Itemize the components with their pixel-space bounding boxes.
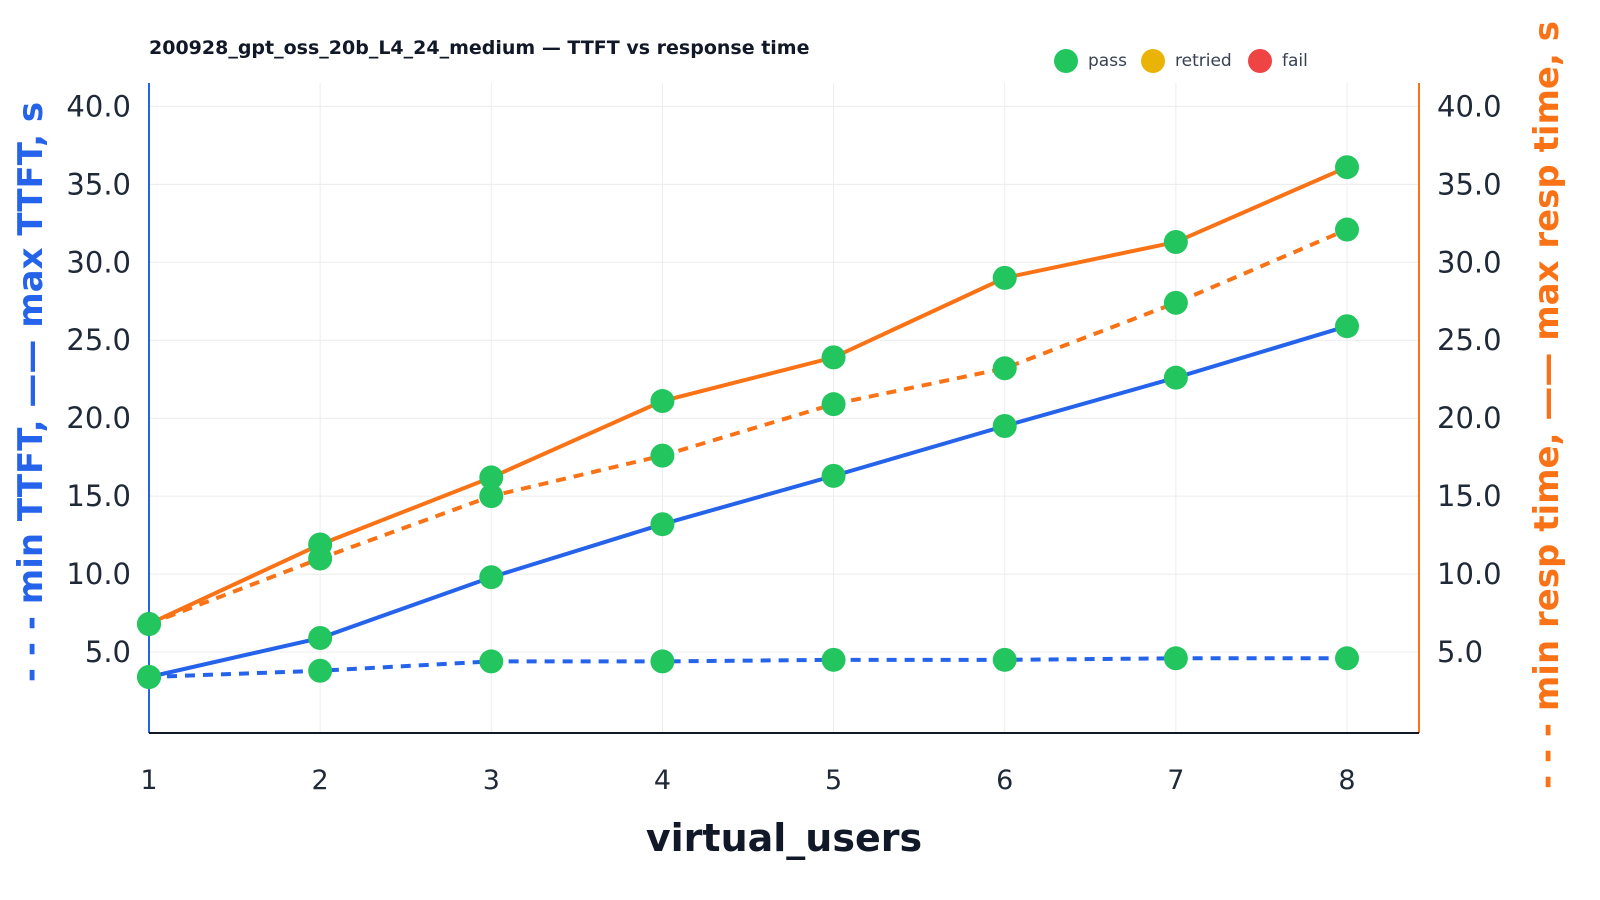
chart-title: 200928_gpt_oss_20b_L4_24_medium — TTFT v… [149,37,810,59]
data-point-right-dashed [308,546,333,571]
data-point-right-solid [479,465,504,490]
x-tick-label: 2 [312,765,329,796]
y-tick-label-right: 5.0 [1437,635,1483,669]
data-point-right-solid [1163,230,1188,255]
x-axis-label: virtual_users [646,816,922,860]
y-tick-label-left: 35.0 [66,167,131,201]
y-axis-label-right: - - - min resp time, —— max resp time, s [1527,21,1567,789]
series-line-right-solid [148,165,1348,626]
series-line-right-dashed [148,227,1348,626]
series-lines [148,165,1348,679]
data-point-left-solid [308,626,333,651]
data-point-right-dashed [821,392,846,417]
data-point-right-solid [992,265,1017,290]
x-tick-label: 3 [483,765,500,796]
data-point-left-solid [479,565,504,590]
legend-marker-retried [1141,49,1165,73]
data-point-right-dashed [479,484,504,509]
data-point-left-solid [821,463,846,488]
y-tick-label-right: 20.0 [1437,401,1502,435]
data-point-left-dashed [1163,646,1188,671]
series-line-left-solid [148,324,1348,679]
y-tick-label-right: 15.0 [1437,479,1502,513]
data-point-left-dashed [992,647,1017,672]
data-point-left-solid [1335,314,1359,339]
y-tick-label-left: 25.0 [66,323,131,357]
y-tick-label-right: 25.0 [1437,323,1502,357]
data-point-left-dashed [650,649,675,674]
data-point-right-dashed [1163,290,1188,315]
x-tick-label: 7 [1167,765,1184,796]
x-tick-label: 4 [654,765,671,796]
x-tick-label: 1 [140,765,157,796]
legend-marker-fail [1248,49,1272,73]
data-point-left-dashed [308,658,333,683]
y-tick-label-left: 20.0 [66,401,131,435]
y-tick-label-right: 30.0 [1437,245,1502,279]
data-point-left-dashed [1335,646,1359,671]
y-tick-label-right: 40.0 [1437,89,1502,123]
y-tick-label-left: 15.0 [66,479,131,513]
data-point-right-dashed [1335,217,1359,242]
legend-label-fail: fail [1282,51,1308,71]
x-tick-label: 6 [996,765,1013,796]
data-point-left-dashed [479,649,504,674]
data-point-left-solid [650,512,675,537]
data-point-left-dashed [821,647,846,672]
data-point-right-dashed [992,356,1017,381]
y-tick-label-left: 5.0 [85,635,131,669]
data-point-left-solid [992,413,1017,438]
legend-label-retried: retried [1175,51,1232,71]
y-tick-label-left: 40.0 [66,89,131,123]
y-tick-label-left: 30.0 [66,245,131,279]
y-axis-label-left: - - - min TTFT, —— max TTFT, s [11,102,51,682]
data-point-right-solid [1335,155,1359,180]
y-tick-label-right: 10.0 [1437,557,1502,591]
data-point-right-dashed [137,611,161,636]
x-tick-label: 8 [1338,765,1355,796]
data-point-left-dashed [137,664,161,689]
y-tick-label-left: 10.0 [66,557,131,591]
data-point-right-dashed [650,443,675,468]
legend-marker-pass [1054,49,1078,73]
legend: pass retried fail [1054,49,1308,73]
y-tick-label-right: 35.0 [1437,167,1502,201]
x-tick-label: 5 [825,765,842,796]
series-points [137,155,1359,689]
grid [148,83,1419,733]
data-point-left-solid [1163,365,1188,390]
data-point-right-solid [650,389,675,414]
series-line-left-dashed [148,656,1347,679]
axes: 5.0 5.0 10.0 10.0 15.0 15.0 20.0 20.0 25.0 25.0 30… [66,83,1502,796]
data-point-right-solid [821,345,846,370]
legend-label-pass: pass [1088,51,1127,71]
